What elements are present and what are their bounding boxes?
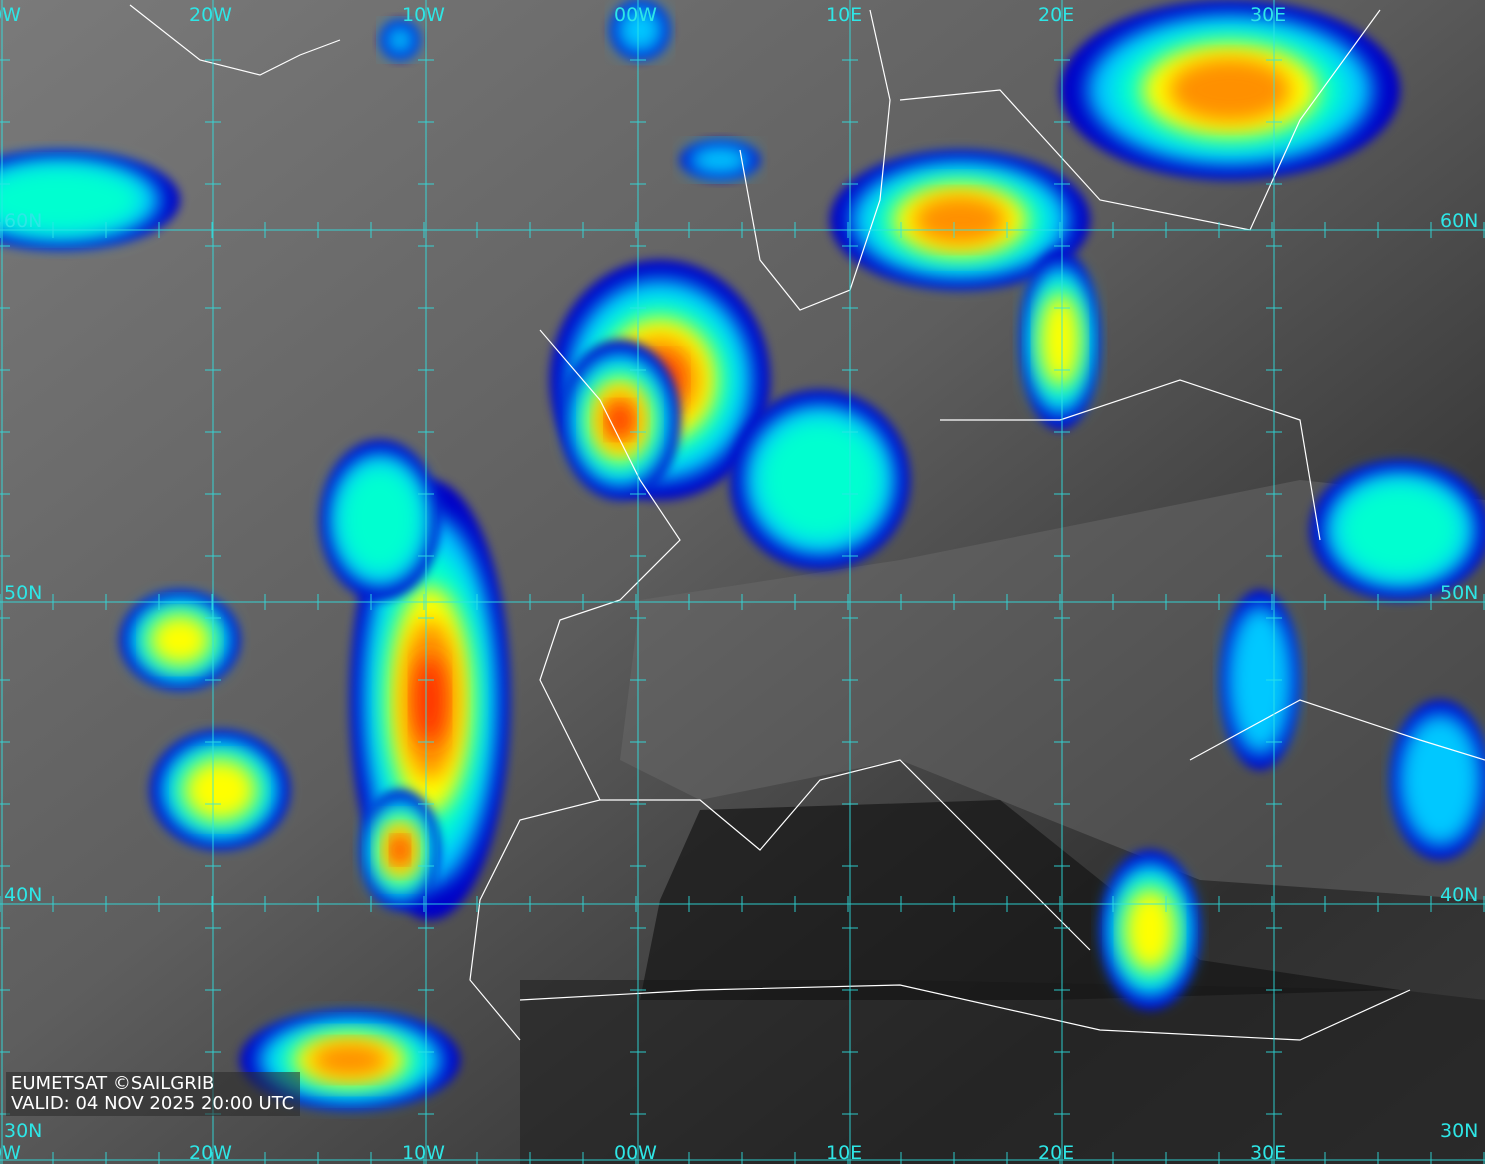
cloud-top-region [0, 166, 142, 234]
cloud-top-region [758, 418, 882, 542]
latitude-label-right: 50N [1440, 582, 1479, 604]
latitude-label-left: 30N [4, 1120, 43, 1142]
cloud-top-region [183, 758, 257, 822]
cloud-top-region [392, 838, 408, 862]
latitude-label-left: 50N [4, 582, 43, 604]
latitude-label-left: 60N [4, 210, 43, 232]
cloud-enhancement [0, 0, 1485, 1110]
cloud-top-region [913, 194, 1007, 246]
cloud-top-region [1398, 712, 1482, 848]
longitude-label-top: 10W [402, 4, 445, 26]
latitude-label-left: 40N [4, 884, 43, 906]
cloud-top-region [614, 4, 666, 56]
coastlines [129, 4, 1485, 1041]
cloud-top-region [1338, 482, 1462, 578]
cloud-top-region [414, 656, 446, 744]
longitude-label-bottom: 30W [0, 1142, 21, 1164]
longitude-label-bottom: 30E [1250, 1142, 1287, 1164]
cloud-top-region [1124, 888, 1176, 972]
longitude-label-bottom: 20E [1038, 1142, 1075, 1164]
cloud-top-region [383, 23, 417, 57]
longitude-label-top: 00W [614, 4, 657, 26]
cloud-top-region [1226, 604, 1294, 756]
cloud-top-region [1168, 57, 1292, 123]
longitude-label-top: 30E [1250, 4, 1287, 26]
cloud-top-region [310, 1042, 390, 1078]
cloud-top-region [686, 143, 754, 177]
credit-box: EUMETSAT ©SAILGRIB VALID: 04 NOV 2025 20… [6, 1072, 301, 1116]
latitude-label-right: 40N [1440, 884, 1479, 906]
cloud-top-region [1039, 293, 1081, 387]
longitude-label-top: 10E [826, 4, 863, 26]
longitude-label-bottom: 20W [189, 1142, 232, 1164]
longitude-label-top: 20W [189, 4, 232, 26]
longitude-label-top: 30W [0, 4, 21, 26]
longitude-label-bottom: 10E [826, 1142, 863, 1164]
cloud-top-region [339, 465, 421, 575]
longitude-label-top: 20E [1038, 4, 1075, 26]
land-shading [520, 480, 1485, 1164]
latitude-label-right: 30N [1440, 1120, 1479, 1142]
longitude-label-bottom: 10W [402, 1142, 445, 1164]
latitude-label-right: 60N [1440, 210, 1479, 232]
valid-time: VALID: 04 NOV 2025 20:00 UTC [11, 1093, 295, 1114]
longitude-label-bottom: 00W [614, 1142, 657, 1164]
cloud-top-region [608, 404, 632, 436]
cloud-top-region [148, 614, 212, 666]
credit-source: EUMETSAT ©SAILGRIB [11, 1073, 215, 1094]
